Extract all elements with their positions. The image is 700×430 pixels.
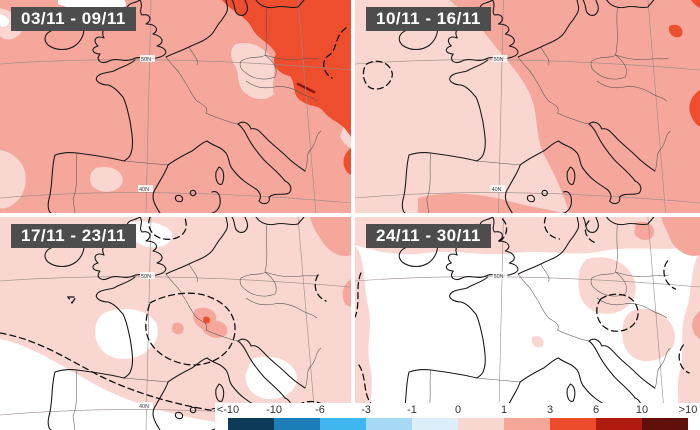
anomaly-shading xyxy=(0,0,351,209)
legend-color-segment xyxy=(504,418,550,430)
legend-color-segment xyxy=(366,418,412,430)
anomaly-map-week1: 50N 40N xyxy=(0,0,351,213)
legend-tick: 6 xyxy=(592,404,600,416)
zero-anomaly-contours xyxy=(362,60,393,90)
legend-tick: <-10 xyxy=(216,404,240,416)
week3-date-range-label: 17/11 - 23/11 xyxy=(11,224,136,248)
zero-anomaly-contours xyxy=(355,217,690,404)
legend-color-segment xyxy=(412,418,458,430)
legend-tick: -10 xyxy=(266,404,282,416)
week4-date-range-label: 24/11 - 30/11 xyxy=(366,224,491,248)
anomaly-map-week3: 50N 40N xyxy=(0,217,351,430)
week2-date-range-label: 10/11 - 16/11 xyxy=(366,7,491,31)
legend-tick: 0 xyxy=(454,404,462,416)
color-scale-bar xyxy=(228,418,688,430)
lat50-label: 50N xyxy=(494,274,504,280)
legend-color-segment xyxy=(274,418,320,430)
map-panel-week3: 50N 40N 17/11 - 23/11 xyxy=(0,217,351,430)
legend-color-segment xyxy=(550,418,596,430)
map-panel-week4: 50N 40N 24/11 - 30/11 xyxy=(355,217,700,430)
legend-color-segment xyxy=(320,418,366,430)
map-panel-week2: 50N 40N 10/11 - 16/11 xyxy=(355,0,700,213)
anomaly-map-week4: 50N 40N xyxy=(355,217,700,430)
lat40-label: 40N xyxy=(139,187,149,193)
legend-tick: 3 xyxy=(546,404,554,416)
anomaly-map-week2: 50N 40N xyxy=(355,0,700,213)
color-scale-legend: <-10 -10 -6 -3 -1 0 1 3 6 10 >10 xyxy=(215,403,700,430)
anomaly-shading xyxy=(417,0,700,213)
lat40-label: 40N xyxy=(492,187,502,193)
map-panel-week1: 50N 40N 03/11 - 09/11 xyxy=(0,0,351,213)
legend-tick: 1 xyxy=(500,404,508,416)
legend-tick: >10 xyxy=(678,404,698,416)
lat50-label: 50N xyxy=(141,57,151,63)
graticule-labels: 50N 40N xyxy=(138,55,155,193)
legend-tick: -1 xyxy=(407,404,417,416)
lat40-label: 40N xyxy=(139,404,149,410)
legend-tick: 10 xyxy=(635,404,649,416)
week1-date-range-label: 03/11 - 09/11 xyxy=(11,7,136,31)
anomaly-shading xyxy=(0,217,351,430)
legend-color-segment xyxy=(228,418,274,430)
zero-anomaly-contours xyxy=(322,27,347,79)
lat50-label: 50N xyxy=(141,274,151,280)
graticule-labels: 50N 40N xyxy=(138,272,155,410)
legend-color-segment xyxy=(596,418,642,430)
legend-color-segment xyxy=(642,418,688,430)
graticule-labels: 50N 40N xyxy=(490,55,508,193)
lat50-label: 50N xyxy=(494,57,504,63)
legend-tick: -6 xyxy=(315,404,325,416)
legend-color-segment xyxy=(458,418,504,430)
color-scale-ticks: <-10 -10 -6 -3 -1 0 1 3 6 10 >10 xyxy=(215,404,700,417)
legend-tick: -3 xyxy=(361,404,371,416)
